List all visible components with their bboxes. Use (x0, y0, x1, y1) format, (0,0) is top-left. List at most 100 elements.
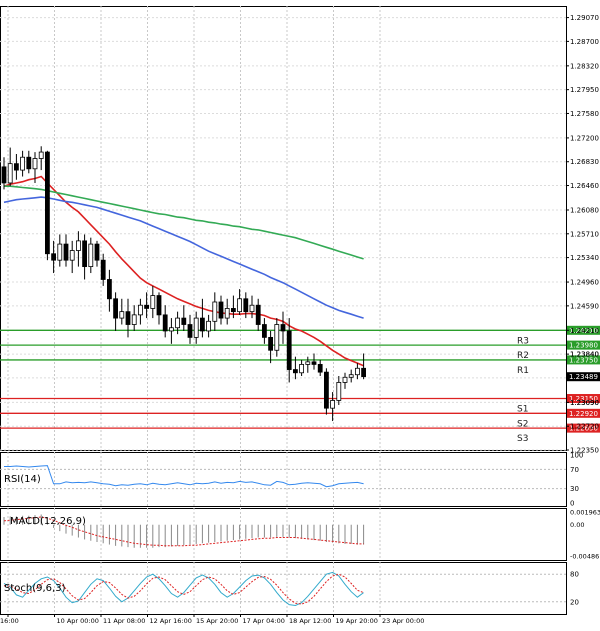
candle-body-down (82, 240, 87, 268)
candle-body-up (20, 156, 26, 171)
candle (224, 298, 230, 325)
candle (20, 150, 26, 177)
candle-body-up (69, 250, 75, 261)
current-price-tag (567, 372, 600, 382)
candle-body-down (280, 324, 286, 332)
candle-body-down (218, 301, 224, 319)
pivot-price-label: 1.23750 (569, 356, 598, 364)
rsi-tick-label: 70 (570, 466, 579, 474)
candle (199, 298, 205, 338)
stoch-tick-label: 80 (570, 571, 579, 579)
candle (88, 237, 94, 274)
candle (299, 359, 305, 376)
candle (330, 392, 336, 422)
candle-body-up (38, 151, 44, 159)
candle-body-down (268, 336, 274, 351)
candle (13, 154, 19, 180)
candle-body-up (88, 243, 94, 268)
macd-tick-label: 0.00 (570, 521, 584, 529)
candle-body-down (26, 156, 32, 170)
time-tick-label: 17 Apr 04:00 (243, 617, 285, 625)
price-tick-label: 1.23090 (570, 399, 599, 407)
price-tick-label: 1.26080 (570, 206, 599, 214)
price-tick-label: 1.29070 (570, 14, 599, 22)
candle (119, 298, 125, 325)
rsi-tick-label: 0 (570, 500, 574, 508)
candle-body-up (249, 304, 255, 313)
candle (45, 150, 50, 261)
candle-body-down (156, 295, 162, 316)
time-tick-label: 15 Apr 20:00 (196, 617, 238, 625)
pivot-price-label: 1.22690 (569, 425, 598, 433)
price-tick-label: 1.24210 (570, 327, 599, 335)
candle (280, 311, 286, 344)
stoch-main-line (3, 571, 364, 607)
candle (336, 376, 342, 405)
price-tick-label: 1.24960 (570, 279, 599, 287)
moving-average-line-2 (3, 196, 364, 319)
time-tick-label: 18 Apr 12:00 (289, 617, 331, 625)
candle-body-down (162, 314, 168, 332)
macd-tick-label: -0.004861 (570, 552, 600, 560)
candle (113, 292, 118, 331)
candle (348, 369, 354, 383)
candle (212, 292, 218, 331)
price-tick-label: 1.22720 (570, 423, 599, 431)
price-tick-label: 1.26460 (570, 182, 599, 190)
panel-frame-rsi (0, 452, 567, 507)
candle-body-up (76, 240, 81, 251)
candle-body-down (144, 304, 150, 309)
candle-body-down (361, 367, 367, 378)
candle-body-down (100, 259, 106, 280)
candle-body-up (193, 317, 199, 338)
candle (274, 318, 280, 357)
rsi-title: RSI(14) (4, 474, 41, 485)
time-tick-label: 11 Apr 08:00 (103, 617, 145, 625)
candle (125, 298, 131, 338)
price-tick-label: 1.28700 (570, 38, 599, 46)
candle-body-down (51, 253, 56, 261)
candle-body-down (181, 317, 187, 325)
pivot-price-tag (567, 394, 600, 404)
candle (243, 292, 249, 319)
candle-body-down (230, 308, 236, 313)
candle (249, 295, 255, 319)
candle (51, 240, 56, 274)
price-tick-label: 1.27200 (570, 134, 599, 142)
candle (193, 311, 199, 344)
candle (305, 356, 311, 373)
candle (261, 318, 267, 344)
pivot-price-label: 1.22920 (569, 410, 598, 418)
candle-body-down (45, 151, 50, 255)
candle-body-down (243, 298, 249, 313)
candle (187, 314, 193, 344)
candle-body-up (150, 295, 156, 309)
candle-body-up (119, 311, 125, 319)
candle (7, 147, 13, 187)
rsi-tick-label: 100 (570, 452, 583, 460)
pivot-price-tag (567, 340, 600, 350)
candle-body-down (255, 304, 261, 325)
time-tick-label: 16:00 (0, 617, 19, 625)
candle-body-up (224, 308, 230, 319)
pivot-label-s3: S3 (517, 434, 528, 444)
pivot-price-tag (567, 325, 600, 335)
candle-body-up (32, 158, 38, 170)
pivot-price-label: 1.23150 (569, 395, 598, 403)
candle-body-down (125, 311, 131, 325)
price-tick-label: 1.22350 (570, 447, 599, 455)
candle (32, 152, 38, 183)
candle-body-up (206, 320, 212, 332)
rsi-tick-label: 30 (570, 485, 579, 493)
candle (26, 150, 32, 174)
candle-body-up (299, 364, 305, 374)
candle (168, 318, 174, 344)
candle (76, 231, 81, 267)
candle-body-up (57, 243, 63, 261)
candle-body-down (187, 324, 193, 338)
macd-tick-label: 0.001963 (570, 509, 600, 517)
candle (311, 353, 317, 370)
price-tick-label: 1.24590 (570, 302, 599, 310)
candle-body-down (323, 371, 329, 409)
